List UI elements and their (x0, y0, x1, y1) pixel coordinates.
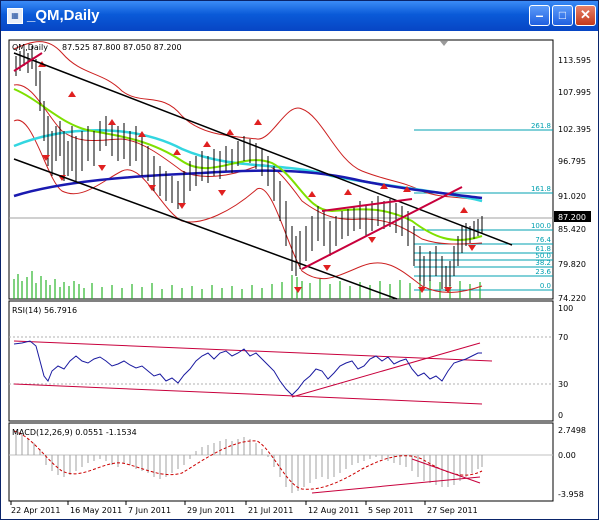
date-axis: 22 Apr 2011 16 May 2011 7 Jun 2011 29 Ju… (11, 506, 478, 515)
rsi-tick: 100 (558, 304, 573, 313)
trend-channel[interactable] (13, 52, 513, 300)
moving-average-cyan (13, 129, 483, 203)
macd-trend-lines[interactable] (311, 458, 481, 494)
price-tick: 102.395 (558, 125, 591, 134)
fibonacci-retracement[interactable] (414, 129, 553, 291)
trend-lines[interactable] (13, 52, 463, 270)
macd-tick: -3.958 (558, 490, 584, 499)
minimize-icon: – (535, 7, 544, 23)
date-tick: 5 Sep 2011 (368, 506, 414, 515)
price-tick: 91.020 (558, 192, 586, 201)
price-tick: 107.995 (558, 88, 591, 97)
date-axis-ticks (10, 501, 426, 505)
rsi-line (13, 340, 482, 396)
macd-label: MACD(12,26,9) 0.0551 -1.1534 (12, 428, 137, 437)
macd-panel-frame (8, 422, 554, 502)
date-tick: 27 Sep 2011 (427, 506, 478, 515)
fib-level-label: 261.8 (531, 122, 551, 130)
maximize-button[interactable]: □ (552, 5, 573, 26)
window-title: _QM,Daily (27, 7, 100, 24)
fib-level-label: 161.8 (531, 185, 551, 193)
fib-level-label: 61.8 (535, 245, 551, 253)
volume-bars (13, 271, 481, 299)
close-button[interactable]: ✕ (575, 5, 596, 26)
rsi-axis: 100 70 30 0 (558, 304, 573, 420)
current-price-badge (554, 211, 591, 222)
chart-shift-marker-icon[interactable] (440, 41, 448, 46)
date-tick: 7 Jun 2011 (128, 506, 171, 515)
price-bars (15, 46, 483, 291)
fib-level-label: 50.0 (535, 252, 551, 260)
date-tick: 12 Aug 2011 (308, 506, 359, 515)
close-icon: ✕ (580, 7, 591, 22)
fib-level-label: 23.6 (535, 268, 551, 276)
rsi-levels (9, 336, 553, 385)
maximize-icon: □ (558, 8, 567, 22)
macd-axis: 2.7498 0.00 -3.958 (558, 426, 586, 499)
price-tick: 74.220 (558, 294, 586, 303)
rsi-trend-lines[interactable] (13, 340, 493, 405)
rsi-tick: 0 (558, 411, 563, 420)
fractal-markers (38, 61, 476, 293)
price-tick: 96.795 (558, 157, 586, 166)
current-price-label: 87.200 (558, 213, 586, 222)
main-panel-frame (8, 39, 554, 300)
moving-average-green (13, 88, 483, 241)
date-tick: 21 Jul 2011 (248, 506, 293, 515)
rsi-tick: 30 (558, 380, 568, 389)
date-tick: 16 May 2011 (70, 506, 122, 515)
minimize-button[interactable]: – (529, 5, 550, 26)
ohlc-values: 87.525 87.800 87.050 87.200 (62, 43, 182, 52)
title-bar[interactable]: ▦ _QM,Daily – □ ✕ (1, 1, 598, 31)
date-tick: 29 Jun 2011 (187, 506, 235, 515)
symbol-label: QM,Daily (12, 43, 48, 52)
macd-tick: 0.00 (558, 451, 576, 460)
macd-signal-line (13, 430, 483, 490)
date-tick: 22 Apr 2011 (11, 506, 60, 515)
price-tick: 79.820 (558, 260, 586, 269)
rsi-tick: 70 (558, 333, 568, 342)
macd-histogram (15, 431, 483, 493)
macd-tick: 2.7498 (558, 426, 586, 435)
rsi-label: RSI(14) 56.7916 (12, 306, 77, 315)
rsi-panel-frame (8, 300, 554, 422)
fib-level-label: 100.0 (531, 222, 551, 230)
bollinger-bands (13, 41, 483, 293)
fib-level-label: 76.4 (535, 236, 551, 244)
price-tick: 85.420 (558, 225, 586, 234)
chart-area[interactable]: 261.8 161.8 100.0 76.4 61.8 50.0 38.2 23… (2, 31, 599, 520)
fib-level-label: 0.0 (540, 282, 551, 290)
fib-level-label: 38.2 (535, 259, 551, 267)
price-axis: 113.595 107.995 102.395 96.795 91.020 85… (558, 56, 591, 303)
price-tick: 113.595 (558, 56, 591, 65)
chart-window-icon: ▦ (7, 8, 23, 24)
